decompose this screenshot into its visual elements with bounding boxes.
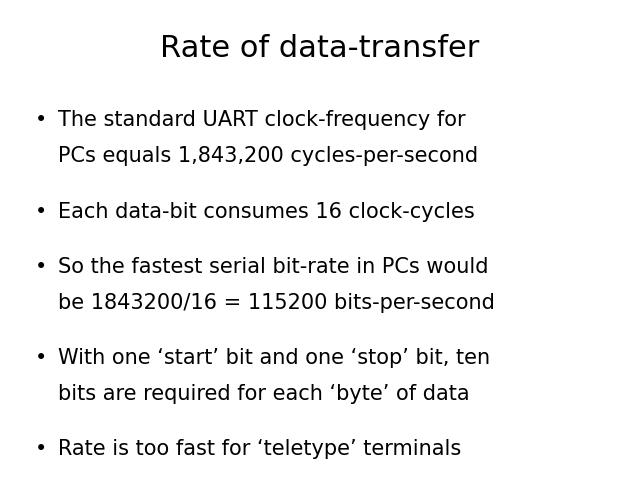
Text: So the fastest serial bit-rate in PCs would: So the fastest serial bit-rate in PCs wo…	[58, 257, 488, 277]
Text: •: •	[35, 257, 47, 277]
Text: Rate is too fast for ‘teletype’ terminals: Rate is too fast for ‘teletype’ terminal…	[58, 439, 461, 459]
Text: Each data-bit consumes 16 clock-cycles: Each data-bit consumes 16 clock-cycles	[58, 202, 474, 222]
Text: The standard UART clock-frequency for: The standard UART clock-frequency for	[58, 110, 465, 131]
Text: With one ‘start’ bit and one ‘stop’ bit, ten: With one ‘start’ bit and one ‘stop’ bit,…	[58, 348, 490, 368]
Text: Rate of data-transfer: Rate of data-transfer	[160, 34, 480, 62]
Text: •: •	[35, 348, 47, 368]
Text: be 1843200/16 = 115200 bits-per-second: be 1843200/16 = 115200 bits-per-second	[58, 293, 495, 313]
Text: •: •	[35, 202, 47, 222]
Text: PCs equals 1,843,200 cycles-per-second: PCs equals 1,843,200 cycles-per-second	[58, 146, 477, 167]
Text: •: •	[35, 110, 47, 131]
Text: •: •	[35, 439, 47, 459]
Text: bits are required for each ‘byte’ of data: bits are required for each ‘byte’ of dat…	[58, 384, 469, 404]
